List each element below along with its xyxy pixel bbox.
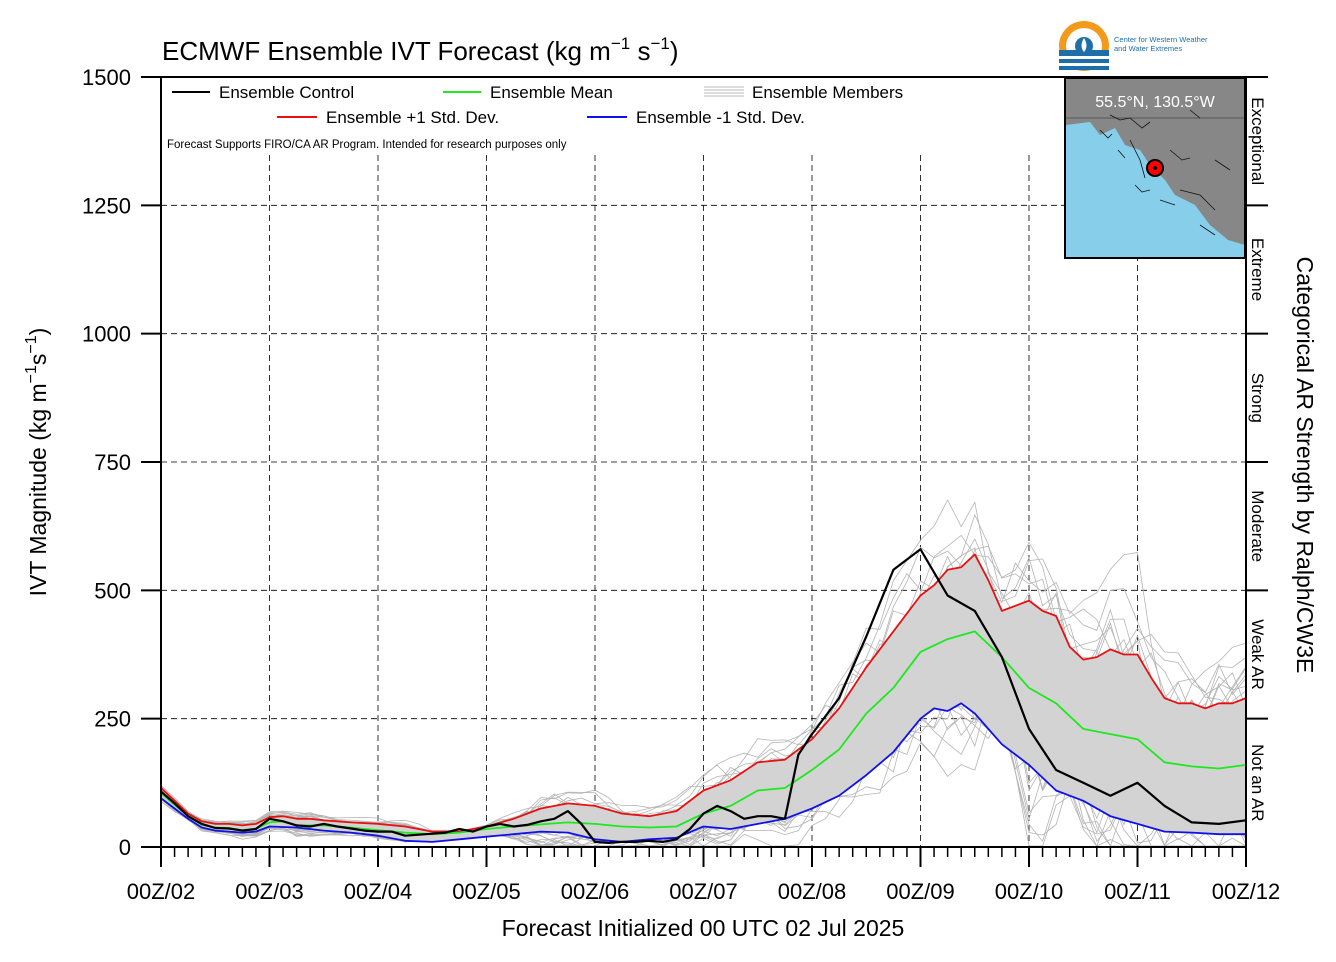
- category-label: Extreme: [1248, 238, 1267, 301]
- title-exp1: −1: [611, 34, 630, 53]
- logo-text-line1: Center for Western Weather: [1114, 35, 1208, 44]
- y-axis-label: IVT Magnitude (kg m−1s−1): [23, 328, 51, 597]
- chart-title: ECMWF Ensemble IVT Forecast (kg m−1 s−1): [162, 34, 679, 66]
- x-tick-label: 00Z/04: [344, 879, 413, 904]
- x-tick-label: 00Z/07: [669, 879, 738, 904]
- x-tick-label: 00Z/02: [127, 879, 196, 904]
- ylabel-exp1: −1: [23, 365, 40, 383]
- x-tick-label: 00Z/12: [1212, 879, 1281, 904]
- category-label: Exceptional: [1248, 97, 1267, 185]
- ylabel-main: IVT Magnitude (kg m: [25, 383, 51, 596]
- ylabel-exp2: −1: [23, 335, 40, 353]
- y-tick-label: 250: [94, 707, 131, 732]
- x-tick-label: 00Z/10: [995, 879, 1064, 904]
- forecast-note: Forecast Supports FIRO/CA AR Program. In…: [167, 139, 567, 151]
- legend-label-control: Ensemble Control: [219, 83, 354, 102]
- cw3e-logo: Center for Western Weather and Water Ext…: [1059, 21, 1208, 71]
- series-line-ensemble-1-std-dev: [160, 553, 1247, 833]
- y-tick-label: 750: [94, 450, 131, 475]
- inset-map: 55.5°N, 130.5°W: [1064, 77, 1246, 259]
- x-tick-label: 00Z/08: [778, 879, 847, 904]
- series-line-ensemble-1-std-dev: [160, 702, 1246, 843]
- series-line-ensemble-mean: [160, 630, 1247, 836]
- x-axis-label: Forecast Initialized 00 UTC 02 Jul 2025: [502, 915, 905, 941]
- x-tick-label: 00Z/09: [886, 879, 955, 904]
- y-tick-label: 1500: [82, 65, 131, 90]
- x-tick-label: 00Z/03: [235, 879, 304, 904]
- inset-location-label: 55.5°N, 130.5°W: [1095, 94, 1215, 111]
- ylabel-end: ): [25, 328, 51, 336]
- category-label: Not an AR: [1248, 744, 1267, 822]
- legend-label-mean: Ensemble Mean: [490, 83, 613, 102]
- grid-layer: [161, 155, 1246, 847]
- std-dev-band-layer: [161, 554, 1246, 842]
- right-axis-label: Categorical AR Strength by Ralph/CW3E: [1292, 257, 1318, 674]
- series-line-ensemble-control: [160, 548, 1247, 845]
- y-tick-label: 500: [94, 578, 131, 603]
- inset-ocean: [1066, 122, 1245, 258]
- title-mid: s: [630, 36, 650, 66]
- y-tick-label: 1000: [82, 322, 131, 347]
- logo-text-line2: and Water Extremes: [1114, 44, 1182, 53]
- y-tick-label: 1250: [82, 193, 131, 218]
- ensemble-member-line: [160, 547, 1247, 832]
- x-tick-label: 00Z/11: [1104, 879, 1171, 904]
- legend-label-minus-std: Ensemble -1 Std. Dev.: [636, 108, 805, 127]
- title-exp2: −1: [650, 34, 669, 53]
- category-label: Strong: [1248, 373, 1267, 423]
- legend-label-plus-std: Ensemble +1 Std. Dev.: [326, 108, 499, 127]
- x-tick-label: 00Z/06: [561, 879, 630, 904]
- ensemble-member-line: [160, 588, 1247, 833]
- y-tick-label: 0: [119, 835, 131, 860]
- legend-label-members: Ensemble Members: [752, 83, 903, 102]
- category-label: Weak AR: [1248, 619, 1267, 690]
- axis-layer: 0 250 500 750 1000 1250 1500 00Z/02 00Z/03 00Z/04…: [82, 65, 1280, 904]
- legend-swatch-members: [704, 86, 744, 97]
- legend: Ensemble Control Ensemble Mean Ensemble …: [167, 83, 903, 151]
- x-tick-label: 00Z/05: [452, 879, 521, 904]
- category-label: Moderate: [1248, 490, 1267, 562]
- title-end: ): [670, 36, 679, 66]
- title-main: ECMWF Ensemble IVT Forecast (kg m: [162, 36, 611, 66]
- series-layer: [160, 548, 1247, 845]
- ylabel-mid: s: [25, 354, 51, 366]
- std-dev-band: [161, 554, 1246, 842]
